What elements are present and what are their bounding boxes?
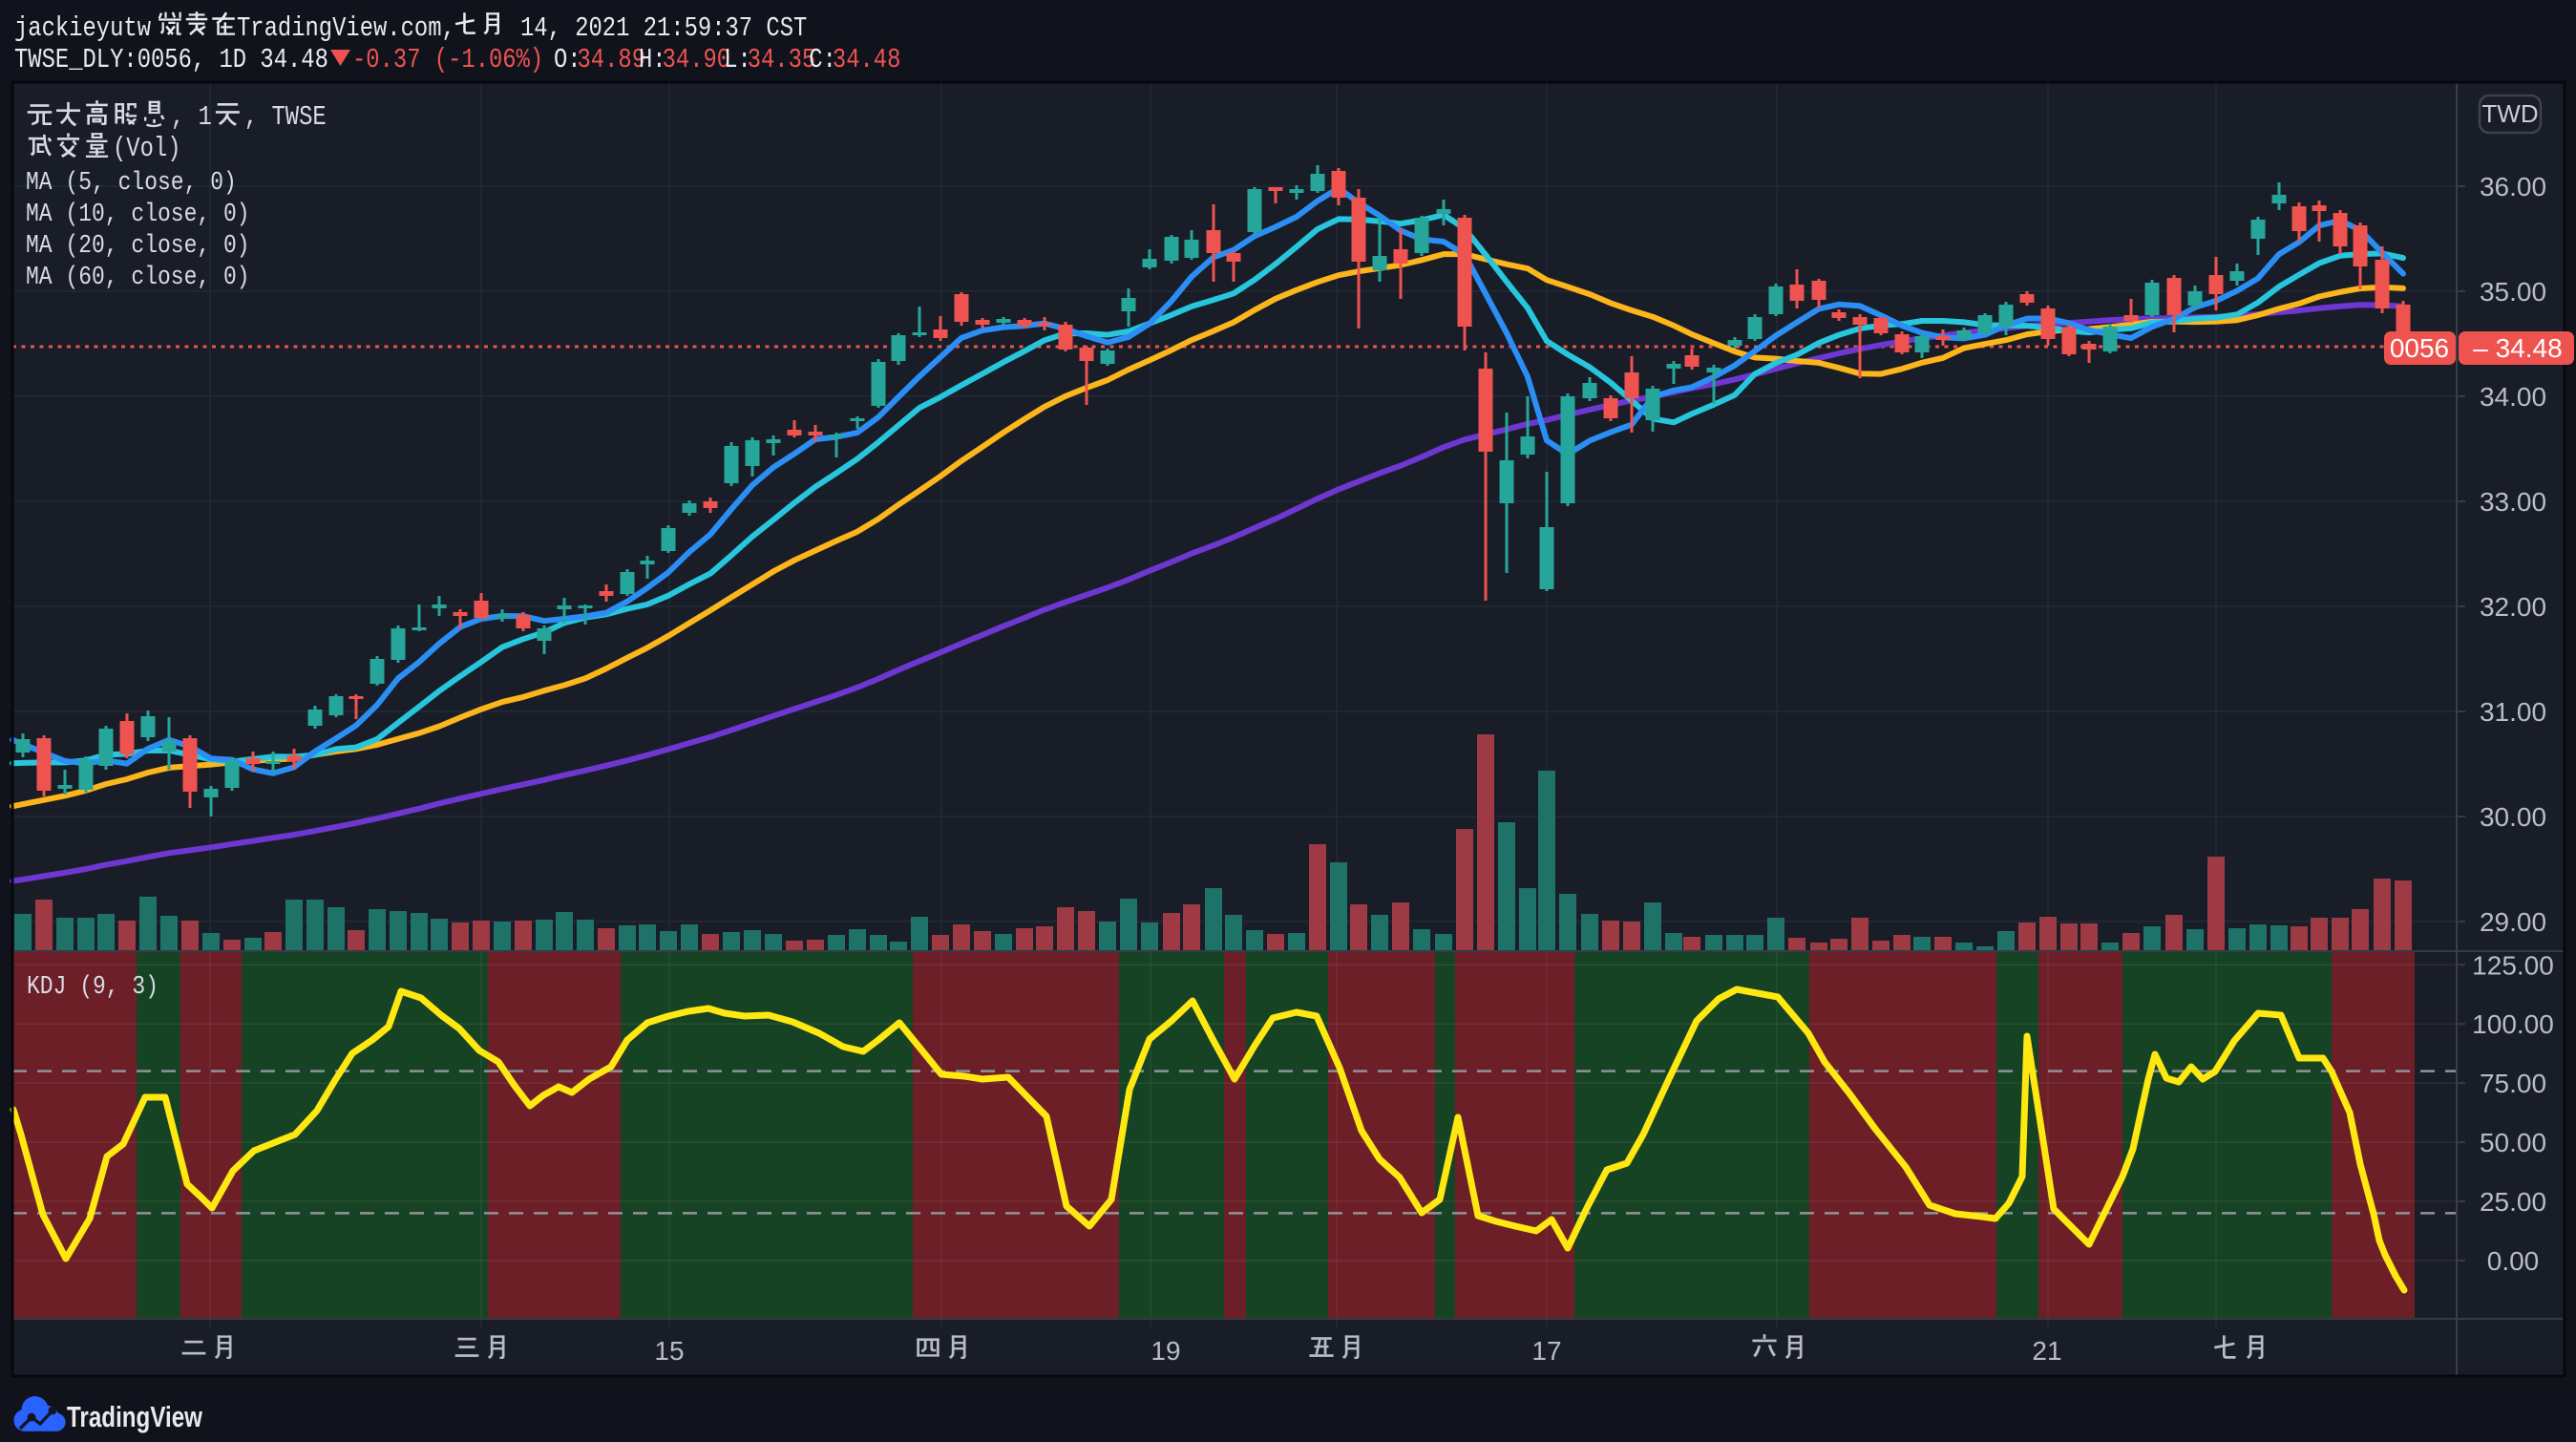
svg-text:30.00: 30.00 xyxy=(2480,802,2546,832)
svg-text:TradingView.com,: TradingView.com, xyxy=(237,12,455,44)
svg-text:jackieyutw: jackieyutw xyxy=(14,12,151,44)
svg-text:(Vol): (Vol) xyxy=(113,133,181,164)
svg-text:100.00: 100.00 xyxy=(2472,1009,2554,1039)
svg-text:33.00: 33.00 xyxy=(2480,487,2546,517)
svg-text:15: 15 xyxy=(654,1336,684,1366)
svg-text:0056: 0056 xyxy=(2390,333,2449,363)
svg-text:32.00: 32.00 xyxy=(2480,592,2546,622)
svg-text:34.48: 34.48 xyxy=(833,44,901,75)
svg-text:34.89: 34.89 xyxy=(578,44,646,75)
svg-text:L:: L: xyxy=(724,44,751,75)
svg-text:TradingView: TradingView xyxy=(67,1400,203,1433)
svg-text:0.00: 0.00 xyxy=(2487,1246,2540,1276)
svg-text:21: 21 xyxy=(2032,1336,2061,1366)
svg-text:34.35: 34.35 xyxy=(748,44,816,75)
svg-text:19: 19 xyxy=(1151,1336,1180,1366)
svg-text:MA (5, close, 0): MA (5, close, 0) xyxy=(26,169,237,198)
svg-text:29.00: 29.00 xyxy=(2480,907,2546,937)
svg-text:35.00: 35.00 xyxy=(2480,277,2546,307)
svg-text:34.90: 34.90 xyxy=(663,44,731,75)
svg-text:MA (20, close, 0): MA (20, close, 0) xyxy=(26,232,250,261)
svg-text:75.00: 75.00 xyxy=(2480,1069,2546,1098)
svg-text:, TWSE: , TWSE xyxy=(244,101,327,133)
svg-text:25.00: 25.00 xyxy=(2480,1187,2546,1217)
svg-text:-0.37 (-1.06%): -0.37 (-1.06%) xyxy=(352,44,543,75)
svg-text:TWSE_DLY:0056, 1D 34.48: TWSE_DLY:0056, 1D 34.48 xyxy=(14,44,328,75)
svg-text:50.00: 50.00 xyxy=(2480,1128,2546,1157)
svg-text:C:: C: xyxy=(809,44,836,75)
svg-text:H:: H: xyxy=(639,44,666,75)
svg-text:36.00: 36.00 xyxy=(2480,172,2546,201)
svg-text:31.00: 31.00 xyxy=(2480,697,2546,727)
svg-text:MA (60, close, 0): MA (60, close, 0) xyxy=(26,264,250,292)
svg-text:125.00: 125.00 xyxy=(2472,950,2554,980)
svg-text:O:: O: xyxy=(554,44,581,75)
svg-text:34.00: 34.00 xyxy=(2480,382,2546,412)
svg-text:TWD: TWD xyxy=(2481,99,2538,128)
svg-text:14, 2021 21:59:37 CST: 14, 2021 21:59:37 CST xyxy=(520,12,807,44)
svg-text:KDJ (9, 3): KDJ (9, 3) xyxy=(27,973,158,1002)
svg-text:– 34.48: – 34.48 xyxy=(2473,333,2562,363)
svg-text:MA (10, close, 0): MA (10, close, 0) xyxy=(26,201,250,229)
svg-text:17: 17 xyxy=(1531,1336,1561,1366)
svg-text:, 1: , 1 xyxy=(171,101,212,133)
